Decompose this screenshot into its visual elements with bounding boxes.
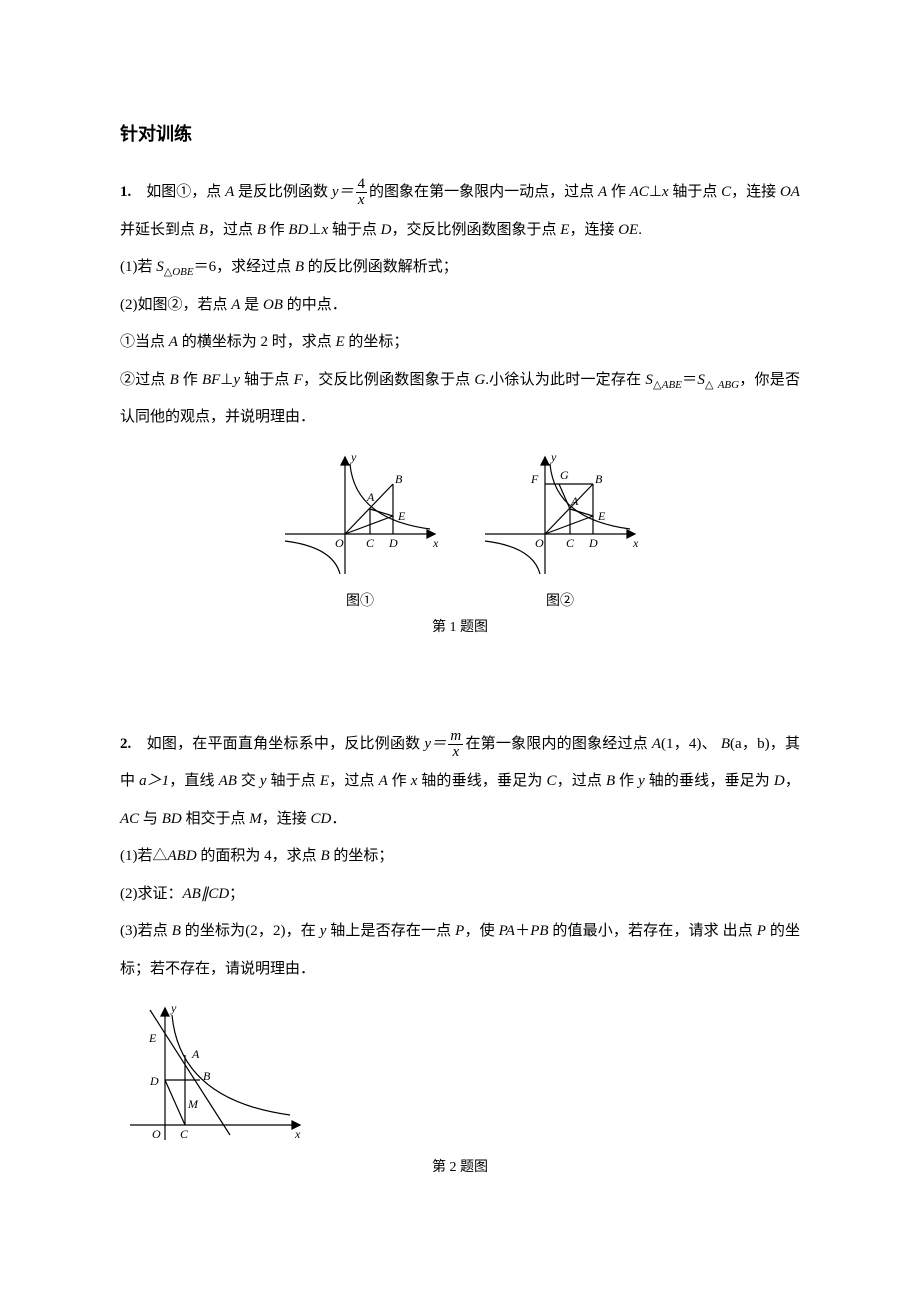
- page: 针对训练 1. 如图①，点 A 是反比例函数 y＝4x的图象在第一象限内一动点，…: [0, 0, 920, 1276]
- q2-figure-row: y x O E A B D C M: [120, 1000, 800, 1150]
- svg-text:y: y: [550, 450, 557, 464]
- q1-para: 1. 如图①，点 A 是反比例函数 y＝4x的图象在第一象限内一动点，过点 A …: [120, 174, 800, 249]
- q2-diagram: y x O E A B D C M: [120, 1000, 310, 1150]
- q2-sub3: (3)若点 B 的坐标为(2，2)，在 y 轴上是否存在一点 P，使 PA＋PB…: [120, 913, 800, 988]
- svg-text:A: A: [570, 494, 579, 508]
- q2-number: 2.: [120, 736, 131, 752]
- q1-diagram-1: y x O C D A B E: [275, 449, 445, 579]
- svg-text:M: M: [187, 1097, 199, 1111]
- fraction: 4x: [356, 177, 368, 208]
- q1-sub2: (2)如图②，若点 A 是 OB 的中点．: [120, 287, 800, 325]
- svg-text:C: C: [180, 1127, 189, 1141]
- svg-text:y: y: [350, 450, 357, 464]
- q1-diagram-2: y x O C D A B E F G: [475, 449, 645, 579]
- svg-text:O: O: [335, 536, 344, 550]
- svg-text:B: B: [595, 472, 603, 486]
- q1-sub2-1: ①当点 A 的横坐标为 2 时，求点 E 的坐标；: [120, 324, 800, 362]
- q2-sub2: (2)求证：AB∥CD；: [120, 876, 800, 914]
- q2-caption: 第 2 题图: [120, 1156, 800, 1176]
- svg-text:B: B: [203, 1069, 211, 1083]
- svg-text:A: A: [191, 1047, 200, 1061]
- svg-text:G: G: [560, 468, 569, 482]
- svg-text:E: E: [597, 509, 606, 523]
- q1-caption: 第 1 题图: [120, 616, 800, 636]
- svg-text:E: E: [397, 509, 406, 523]
- svg-text:y: y: [170, 1001, 177, 1015]
- svg-text:F: F: [530, 472, 539, 486]
- q1-subcaptions: 图① 图②: [120, 590, 800, 610]
- q1-sub1: (1)若 S△OBE＝6，求经过点 B 的反比例函数解析式；: [120, 249, 800, 287]
- q1-figure-1: y x O C D A B E: [275, 449, 445, 579]
- svg-text:x: x: [632, 536, 639, 550]
- svg-text:D: D: [588, 536, 598, 550]
- svg-text:B: B: [395, 472, 403, 486]
- svg-text:x: x: [432, 536, 439, 550]
- svg-text:A: A: [366, 490, 375, 504]
- svg-text:C: C: [366, 536, 375, 550]
- q1-number: 1.: [120, 184, 131, 200]
- svg-text:D: D: [149, 1074, 159, 1088]
- q1-sub2-2: ②过点 B 作 BF⊥y 轴于点 F，交反比例函数图象于点 G.小徐认为此时一定…: [120, 362, 800, 437]
- svg-text:D: D: [388, 536, 398, 550]
- svg-text:E: E: [148, 1031, 157, 1045]
- q2-para: 2. 如图，在平面直角坐标系中，反比例函数 y＝mx在第一象限内的图象经过点 A…: [120, 726, 800, 839]
- fraction: mx: [448, 729, 463, 760]
- svg-text:O: O: [535, 536, 544, 550]
- q2-sub1: (1)若△ABD 的面积为 4，求点 B 的坐标；: [120, 838, 800, 876]
- q1-figure-2: y x O C D A B E F G: [475, 449, 645, 579]
- section-heading: 针对训练: [120, 120, 800, 146]
- svg-text:C: C: [566, 536, 575, 550]
- q1-figure-row: y x O C D A B E: [120, 449, 800, 584]
- svg-text:x: x: [294, 1127, 301, 1141]
- svg-text:O: O: [152, 1127, 161, 1141]
